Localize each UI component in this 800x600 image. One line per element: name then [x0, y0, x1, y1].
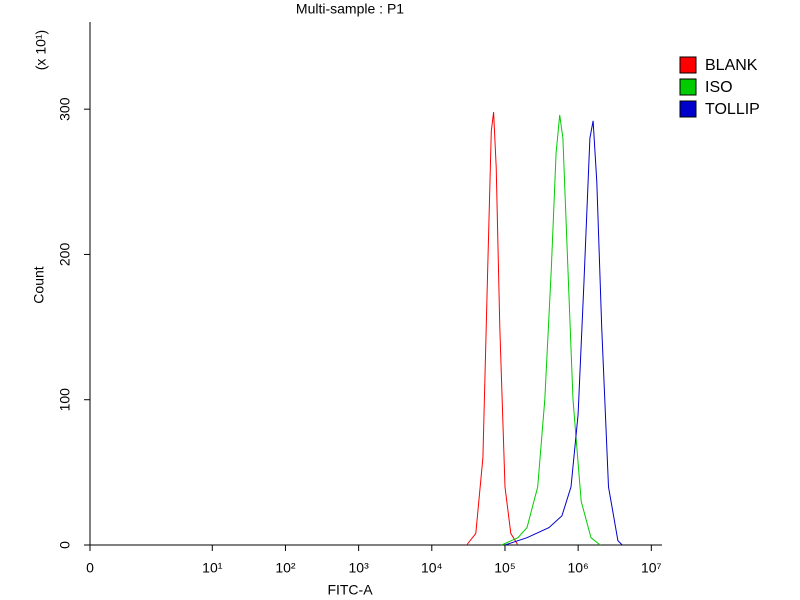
y-tick-label: 0	[57, 541, 73, 549]
x-tick-label: 10³	[349, 560, 370, 576]
histogram-line	[504, 120, 623, 546]
y-tick-label: 200	[57, 243, 73, 267]
histogram-line	[466, 112, 519, 546]
legend-label: ISO	[705, 79, 733, 96]
y-axis-label: Count	[31, 266, 47, 303]
y-tick-label: 300	[57, 97, 73, 121]
histogram-line	[501, 114, 601, 546]
y-multiplier: (x 10¹)	[33, 30, 49, 70]
x-tick-label: 10⁶	[567, 560, 588, 576]
x-axis-label: FITC-A	[327, 582, 373, 598]
x-tick-label: 10⁴	[421, 560, 443, 576]
x-tick-label: 10⁵	[494, 560, 515, 576]
legend-label: BLANK	[705, 57, 758, 74]
chart-title: Multi-sample : P1	[296, 1, 404, 17]
y-tick-label: 100	[57, 388, 73, 412]
legend-swatch	[679, 100, 697, 118]
legend-label: TOLLIP	[705, 101, 760, 118]
legend-swatch	[679, 78, 697, 96]
x-tick-label: 0	[86, 560, 94, 576]
x-tick-label: 10¹	[202, 560, 223, 576]
x-tick-label: 10²	[275, 560, 296, 576]
x-tick-label: 10⁷	[641, 560, 662, 576]
legend-swatch	[679, 56, 697, 74]
